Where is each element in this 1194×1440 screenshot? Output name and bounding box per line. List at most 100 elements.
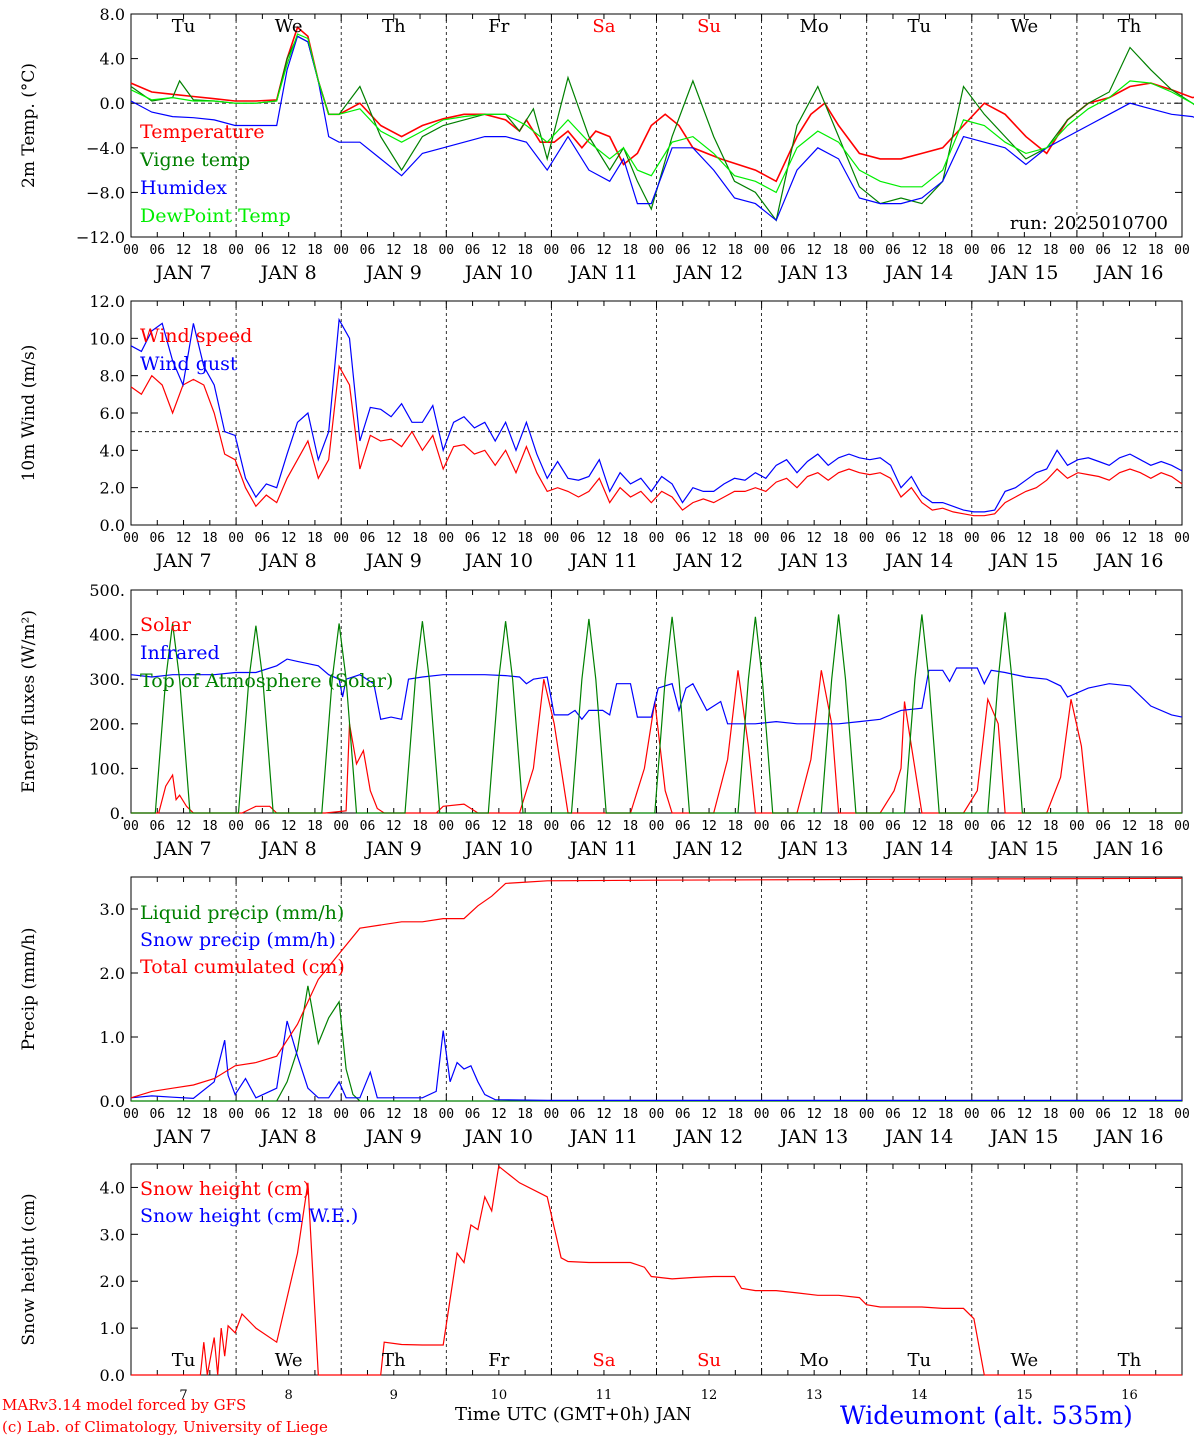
- hour-tick-label: 06: [149, 1107, 165, 1122]
- panel-4: 3.0 2.0 1.0 0.0 Precip (mm/h) Liquid precip (…: [19, 876, 1190, 1148]
- date-label: JAN 7: [154, 1126, 212, 1148]
- hour-tick-label: 06: [149, 819, 165, 834]
- date-label: JAN 11: [568, 262, 638, 284]
- date-label: JAN 16: [1093, 550, 1163, 572]
- hour-tick-label: 12: [911, 531, 927, 546]
- hour-tick-label: 06: [255, 531, 271, 546]
- date-label: JAN 8: [259, 1126, 317, 1148]
- date-label: JAN 13: [778, 838, 848, 860]
- hour-tick-label: 06: [885, 243, 901, 258]
- series-line-dewpoint-temp: [130, 33, 1194, 194]
- weekday-label: Tu: [907, 16, 931, 37]
- legend-entry: Vigne temp: [139, 149, 250, 171]
- hour-tick-label: 18: [412, 243, 428, 258]
- y-tick-label: 0.0: [100, 516, 125, 535]
- legend-entry: Humidex: [140, 177, 227, 199]
- weekday-label: Su: [697, 16, 721, 37]
- weekday-label: Fr: [488, 1350, 509, 1371]
- hour-tick-label: 18: [412, 1107, 428, 1122]
- credit-line-2: (c) Lab. of Climatology, University of L…: [2, 1418, 328, 1436]
- hour-tick-label: 06: [360, 819, 376, 834]
- date-label: JAN 13: [778, 262, 848, 284]
- hour-tick-label: 12: [596, 531, 612, 546]
- hour-tick-label: 06: [1095, 243, 1111, 258]
- y-tick-label: 8.0: [100, 5, 125, 24]
- hour-tick-label: 00: [859, 243, 875, 258]
- hour-tick-label: 00: [859, 1107, 875, 1122]
- hour-tick-label: 00: [438, 819, 454, 834]
- hour-tick-label: 00: [438, 1107, 454, 1122]
- series-line-infrared: [130, 658, 1183, 725]
- legend-entry: Liquid precip (mm/h): [140, 902, 344, 924]
- legend-entry: DewPoint Temp: [140, 205, 291, 227]
- hour-tick-label: 18: [1043, 531, 1059, 546]
- hour-tick-label: 00: [333, 531, 349, 546]
- weekday-label: Mo: [800, 16, 829, 37]
- panel-1: 8.0 4.0 0.0 −4.0 −8.0 −12.0 2m Temp. (°C) Tempe…: [19, 5, 1194, 284]
- date-label: JAN 14: [883, 262, 953, 284]
- hour-tick-label: 12: [386, 243, 402, 258]
- date-label: JAN 15: [988, 550, 1058, 572]
- hour-tick-label: 12: [491, 531, 507, 546]
- hour-tick-label: 06: [570, 1107, 586, 1122]
- day-number-label: 8: [285, 1388, 293, 1403]
- hour-tick-label: 18: [202, 819, 218, 834]
- hour-tick-label: 18: [1043, 1107, 1059, 1122]
- y-axis-title: 2m Temp. (°C): [19, 63, 39, 188]
- hour-tick-label: 00: [1174, 1107, 1190, 1122]
- legend-entry: Snow height (cm W.E.): [140, 1205, 358, 1227]
- hour-tick-label: 18: [202, 1107, 218, 1122]
- y-tick-label: 8.0: [100, 367, 125, 386]
- weekday-label: Th: [382, 16, 406, 37]
- series-line-wind-gust: [130, 317, 1183, 513]
- date-label: JAN 7: [154, 838, 212, 860]
- series-line-snow-precip-mm-h-: [130, 1020, 1182, 1102]
- hour-tick-label: 06: [465, 531, 481, 546]
- hour-tick-label: 12: [1122, 1107, 1138, 1122]
- hour-tick-label: 00: [544, 1107, 560, 1122]
- hour-tick-label: 12: [386, 819, 402, 834]
- hour-tick-label: 12: [806, 819, 822, 834]
- y-tick-label: −8.0: [86, 183, 125, 202]
- hour-tick-label: 18: [412, 531, 428, 546]
- y-tick-label: −12.0: [76, 228, 125, 247]
- hour-tick-label: 06: [780, 1107, 796, 1122]
- hour-tick-label: 00: [649, 819, 665, 834]
- hour-tick-label: 12: [1122, 819, 1138, 834]
- hour-tick-label: 00: [964, 531, 980, 546]
- weekday-label: Tu: [172, 1350, 196, 1371]
- hour-tick-label: 00: [649, 243, 665, 258]
- hour-tick-label: 12: [911, 243, 927, 258]
- hour-tick-label: 18: [517, 819, 533, 834]
- y-axis-title: Snow height (cm): [19, 1193, 39, 1345]
- hour-tick-label: 18: [1148, 819, 1164, 834]
- run-label: run: 2025010700: [1010, 213, 1168, 234]
- weekday-label: We: [1011, 16, 1039, 37]
- hour-tick-label: 12: [176, 819, 192, 834]
- plot-frame: [130, 300, 1183, 526]
- hour-tick-label: 06: [149, 531, 165, 546]
- hour-tick-label: 18: [727, 819, 743, 834]
- legend-entry: Total cumulated (cm): [140, 956, 345, 978]
- weekday-label: Fr: [488, 16, 509, 37]
- y-tick-label: 4.0: [100, 50, 125, 69]
- hour-tick-label: 12: [1017, 243, 1033, 258]
- day-number-label: 11: [596, 1388, 613, 1403]
- hour-tick-label: 18: [1148, 243, 1164, 258]
- hour-tick-label: 12: [281, 243, 297, 258]
- date-label: JAN 15: [988, 262, 1058, 284]
- hour-tick-label: 00: [333, 1107, 349, 1122]
- day-number-label: 13: [806, 1388, 823, 1403]
- hour-tick-label: 12: [281, 1107, 297, 1122]
- hour-tick-label: 06: [885, 819, 901, 834]
- hour-tick-label: 00: [859, 531, 875, 546]
- y-tick-label: 1.0: [100, 1028, 125, 1047]
- hour-tick-label: 18: [412, 819, 428, 834]
- y-tick-label: 100.: [89, 759, 125, 778]
- hour-tick-label: 00: [859, 819, 875, 834]
- hour-tick-label: 12: [1017, 531, 1033, 546]
- hour-tick-label: 12: [281, 819, 297, 834]
- y-tick-label: 2.0: [100, 479, 125, 498]
- hour-tick-label: 18: [517, 243, 533, 258]
- date-label: JAN 11: [568, 1126, 638, 1148]
